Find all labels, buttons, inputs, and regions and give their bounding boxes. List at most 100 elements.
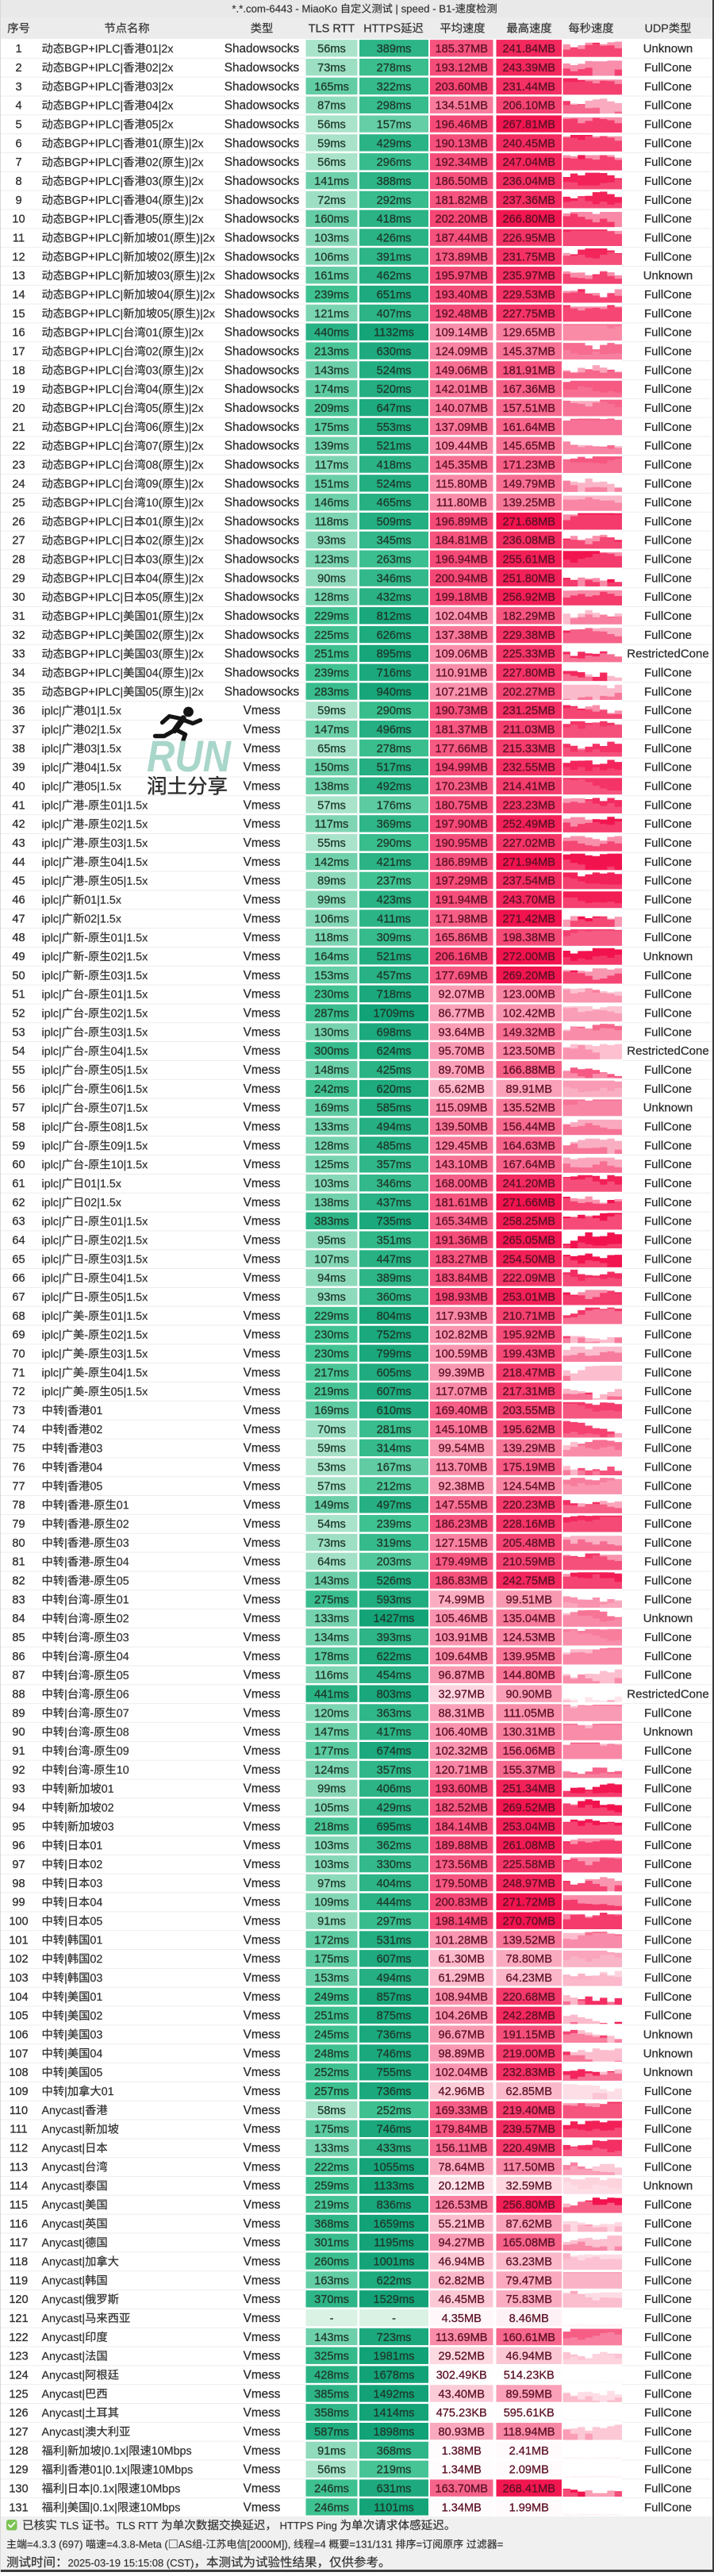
svg-text:Shadowsocks: Shadowsocks bbox=[225, 571, 300, 585]
svg-text:RestrictedCone: RestrictedCone bbox=[627, 1044, 708, 1058]
svg-text:Vmess: Vmess bbox=[244, 2028, 281, 2041]
svg-text:87: 87 bbox=[12, 1670, 25, 1682]
svg-text:148ms: 148ms bbox=[314, 1064, 349, 1077]
svg-text:253.04MB: 253.04MB bbox=[502, 1821, 555, 1833]
svg-text:Unknown: Unknown bbox=[643, 1725, 693, 1739]
svg-text:65.62MB: 65.62MB bbox=[439, 1083, 485, 1096]
svg-text:FullCone: FullCone bbox=[644, 2085, 692, 2098]
svg-text:54: 54 bbox=[12, 1045, 25, 1058]
svg-text:59: 59 bbox=[12, 1140, 25, 1152]
svg-text:624ms: 624ms bbox=[377, 1045, 412, 1058]
svg-text:300ms: 300ms bbox=[314, 1045, 349, 1058]
svg-text:Vmess: Vmess bbox=[244, 1271, 281, 1285]
svg-text:314ms: 314ms bbox=[377, 1443, 412, 1455]
svg-text:197.90MB: 197.90MB bbox=[435, 818, 488, 831]
svg-text:103ms: 103ms bbox=[314, 1840, 349, 1852]
svg-text:116: 116 bbox=[10, 2218, 28, 2231]
svg-text:198.38MB: 198.38MB bbox=[502, 932, 555, 944]
svg-text:Vmess: Vmess bbox=[244, 2217, 281, 2231]
svg-text:Vmess: Vmess bbox=[244, 1252, 281, 1266]
svg-text:169.40MB: 169.40MB bbox=[435, 1405, 488, 1417]
svg-text:117: 117 bbox=[10, 2237, 28, 2250]
svg-text:120: 120 bbox=[9, 2293, 28, 2306]
svg-text:FullCone: FullCone bbox=[644, 402, 692, 415]
svg-text:407ms: 407ms bbox=[377, 308, 412, 321]
svg-text:77: 77 bbox=[12, 1480, 25, 1493]
svg-text:70: 70 bbox=[12, 1348, 25, 1361]
svg-text:213ms: 213ms bbox=[314, 345, 349, 358]
svg-text:630ms: 630ms bbox=[377, 345, 412, 358]
svg-text:736ms: 736ms bbox=[377, 2028, 412, 2041]
svg-text:FullCone: FullCone bbox=[644, 817, 692, 831]
svg-text:107ms: 107ms bbox=[314, 1253, 349, 1266]
svg-text:102.42MB: 102.42MB bbox=[502, 1008, 555, 1021]
svg-text:FullCone: FullCone bbox=[644, 629, 692, 642]
svg-text:Vmess: Vmess bbox=[244, 1479, 281, 1493]
svg-text:1055ms: 1055ms bbox=[374, 2161, 415, 2174]
svg-text:Vmess: Vmess bbox=[244, 2293, 281, 2306]
svg-text:Shadowsocks: Shadowsocks bbox=[225, 477, 300, 490]
svg-text:FullCone: FullCone bbox=[644, 667, 692, 680]
svg-text:FullCone: FullCone bbox=[644, 988, 692, 1002]
svg-text:120.71MB: 120.71MB bbox=[435, 1764, 488, 1777]
svg-text:FullCone: FullCone bbox=[644, 1744, 692, 1758]
svg-text:91: 91 bbox=[12, 1745, 25, 1758]
svg-text:108.94MB: 108.94MB bbox=[435, 1991, 488, 2004]
svg-text:622ms: 622ms bbox=[377, 1651, 412, 1663]
svg-text:28: 28 bbox=[12, 554, 25, 567]
svg-text:FullCone: FullCone bbox=[644, 250, 692, 263]
svg-text:185.37MB: 185.37MB bbox=[435, 43, 488, 56]
svg-text:FullCone: FullCone bbox=[644, 969, 692, 982]
svg-text:41: 41 bbox=[12, 799, 25, 812]
svg-text:115: 115 bbox=[10, 2199, 28, 2212]
svg-text:462ms: 462ms bbox=[377, 270, 412, 283]
svg-text:423ms: 423ms bbox=[377, 894, 412, 907]
svg-text:156.06MB: 156.06MB bbox=[502, 1745, 555, 1758]
svg-text:Vmess: Vmess bbox=[244, 1744, 281, 1758]
svg-text:278ms: 278ms bbox=[377, 743, 412, 755]
svg-text:62.82MB: 62.82MB bbox=[439, 2274, 485, 2287]
svg-text:95: 95 bbox=[12, 1821, 25, 1833]
svg-text:16: 16 bbox=[12, 327, 25, 340]
svg-text:193.12MB: 193.12MB bbox=[435, 62, 488, 75]
svg-text:Vmess: Vmess bbox=[244, 1971, 281, 1985]
svg-text:494ms: 494ms bbox=[377, 1121, 412, 1134]
svg-text:Vmess: Vmess bbox=[244, 1158, 281, 1171]
svg-text:FullCone: FullCone bbox=[644, 2350, 692, 2363]
svg-text:1195ms: 1195ms bbox=[374, 2237, 414, 2250]
svg-text:Shadowsocks: Shadowsocks bbox=[225, 534, 300, 548]
svg-text:153ms: 153ms bbox=[314, 970, 349, 982]
svg-text:167.64MB: 167.64MB bbox=[502, 1159, 555, 1171]
svg-text:73ms: 73ms bbox=[317, 1537, 346, 1550]
svg-text:1.34MB: 1.34MB bbox=[442, 2501, 482, 2514]
svg-text:FullCone: FullCone bbox=[644, 875, 692, 888]
svg-text:FullCone: FullCone bbox=[644, 421, 692, 434]
svg-text:Unknown: Unknown bbox=[643, 2179, 693, 2193]
svg-text:496ms: 496ms bbox=[377, 724, 412, 736]
svg-text:124.09MB: 124.09MB bbox=[435, 345, 488, 358]
svg-text:FullCone: FullCone bbox=[644, 1574, 692, 1588]
svg-text:93ms: 93ms bbox=[317, 535, 346, 548]
svg-text:FullCone: FullCone bbox=[644, 2236, 692, 2250]
svg-text:447ms: 447ms bbox=[377, 1253, 412, 1266]
svg-text:Unknown: Unknown bbox=[643, 269, 693, 283]
svg-text:222ms: 222ms bbox=[314, 2161, 349, 2174]
svg-text:64.23MB: 64.23MB bbox=[506, 1972, 552, 1985]
svg-text:270.70MB: 270.70MB bbox=[502, 1915, 555, 1928]
svg-text:Unknown: Unknown bbox=[643, 950, 693, 963]
svg-text:FullCone: FullCone bbox=[644, 2463, 692, 2477]
svg-text:65: 65 bbox=[12, 1253, 25, 1266]
svg-text:73: 73 bbox=[12, 1405, 25, 1417]
svg-text:389ms: 389ms bbox=[377, 43, 412, 56]
svg-text:220.68MB: 220.68MB bbox=[502, 1991, 555, 2004]
svg-text:Shadowsocks: Shadowsocks bbox=[225, 326, 300, 340]
svg-text:143.10MB: 143.10MB bbox=[435, 1159, 488, 1171]
svg-text:78: 78 bbox=[12, 1499, 25, 1512]
svg-text:62.85MB: 62.85MB bbox=[506, 2086, 552, 2098]
svg-text:746ms: 746ms bbox=[377, 2124, 412, 2136]
svg-text:FullCone: FullCone bbox=[644, 742, 692, 755]
svg-text:FullCone: FullCone bbox=[644, 1706, 692, 1720]
svg-text:FullCone: FullCone bbox=[644, 1158, 692, 1171]
svg-text:FullCone: FullCone bbox=[644, 231, 692, 244]
svg-text:Shadowsocks: Shadowsocks bbox=[225, 61, 300, 75]
